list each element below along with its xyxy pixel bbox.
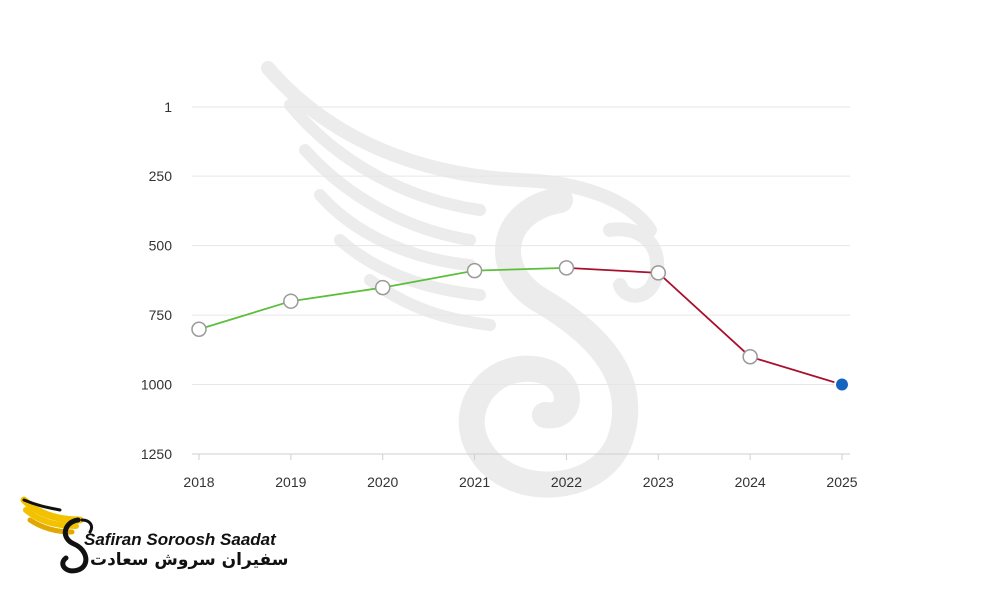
y-tick-label: 1000 bbox=[141, 377, 172, 393]
y-tick-label: 250 bbox=[149, 168, 173, 184]
data-point bbox=[558, 260, 575, 276]
x-tick-label: 2018 bbox=[183, 474, 214, 490]
data-point bbox=[374, 279, 391, 296]
highlight-point bbox=[834, 376, 850, 393]
data-point bbox=[191, 321, 207, 338]
watermark-bird-logo bbox=[261, 61, 665, 498]
x-tick-label: 2020 bbox=[367, 474, 398, 490]
y-tick-label: 1250 bbox=[141, 446, 172, 462]
data-point bbox=[742, 349, 758, 365]
x-axis-ticks: 2018 2019 2020 2021 2022 2023 2024 2025 bbox=[183, 453, 858, 490]
x-tick-label: 2022 bbox=[551, 474, 582, 490]
brand-name-english: Safiran Soroosh Saadat bbox=[84, 530, 276, 549]
y-tick-label: 750 bbox=[149, 307, 173, 323]
y-tick-label: 1 bbox=[164, 99, 172, 115]
x-tick-label: 2025 bbox=[826, 474, 857, 490]
x-tick-label: 2024 bbox=[735, 474, 766, 490]
x-tick-label: 2021 bbox=[459, 474, 490, 490]
series-line-2 bbox=[566, 266, 843, 386]
x-tick-label: 2019 bbox=[275, 474, 306, 490]
golden-bird-logo-icon bbox=[20, 496, 94, 574]
data-point bbox=[650, 265, 667, 281]
data-points bbox=[191, 260, 850, 393]
brand-logo: Safiran Soroosh Saadat سفیران سروش سعادت bbox=[20, 492, 300, 582]
data-point bbox=[283, 293, 299, 309]
y-tick-label: 500 bbox=[149, 238, 173, 254]
x-tick-label: 2023 bbox=[643, 474, 674, 490]
data-point bbox=[466, 262, 483, 279]
brand-name-persian: سفیران سروش سعادت bbox=[90, 550, 289, 570]
